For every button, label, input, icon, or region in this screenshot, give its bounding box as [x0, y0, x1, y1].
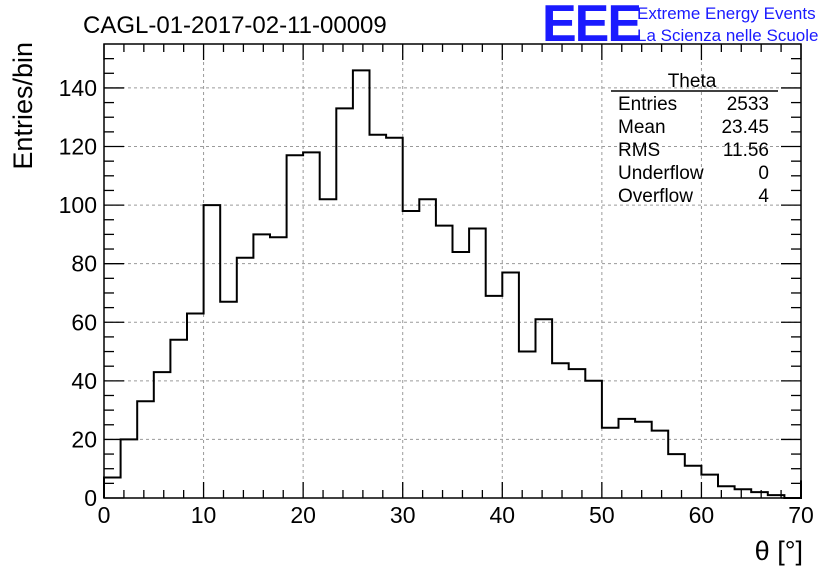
stats-box: Theta Entries 2533 Mean 23.45 RMS 11.56 Underf… [611, 71, 778, 207]
stats-row-value: 23.45 [721, 117, 769, 138]
y-tick-label: 140 [59, 75, 97, 101]
x-tick-label: 40 [489, 502, 515, 528]
eee-logo-line2: La Scienza nelle Scuole [637, 26, 818, 45]
x-tick-label: 0 [98, 502, 111, 528]
x-tick-label: 20 [290, 502, 316, 528]
axis-ticks [103, 44, 802, 499]
stats-row-label: Entries [618, 94, 677, 115]
y-tick-label: 60 [71, 309, 97, 335]
y-tick-label: 20 [71, 426, 97, 452]
chart-title: CAGL-01-2017-02-11-00009 [83, 12, 387, 39]
y-tick-label: 80 [71, 251, 97, 277]
eee-logo-line1: Extreme Energy Events [637, 4, 816, 23]
y-tick-label: 100 [59, 192, 97, 218]
stats-row-value: 0 [758, 163, 769, 184]
stats-row-value: 2533 [727, 94, 769, 115]
x-tick-label: 10 [191, 502, 217, 528]
y-tick-label: 0 [84, 485, 97, 511]
x-tick-labels: 0 10 20 30 40 50 60 70 [98, 502, 814, 528]
eee-logo: EEE Extreme Energy Events La Scienza nel… [542, 0, 818, 53]
y-axis-title: Entries/bin [8, 42, 38, 170]
stats-rows: Entries 2533 Mean 23.45 RMS 11.56 Underflow 0 Ov… [618, 94, 769, 207]
histogram-outline [103, 69, 802, 499]
x-tick-label: 30 [390, 502, 416, 528]
stats-row-label: Underflow [618, 163, 704, 184]
x-tick-label: 70 [788, 502, 814, 528]
grid [104, 44, 801, 498]
stats-row-value: 11.56 [723, 140, 769, 161]
x-axis-title: θ [°] [755, 536, 803, 566]
stats-row-label: Overflow [618, 186, 693, 207]
stats-header: Theta [668, 71, 717, 92]
x-tick-label: 60 [689, 502, 715, 528]
stats-row-value: 4 [758, 186, 769, 207]
plot-frame [103, 43, 802, 499]
y-tick-label: 40 [71, 368, 97, 394]
y-tick-labels: 0 20 40 60 80 100 120 140 [59, 75, 97, 511]
stats-row-label: Mean [618, 117, 666, 138]
eee-logo-mark: EEE [542, 0, 640, 53]
y-tick-label: 120 [59, 134, 97, 160]
x-tick-label: 50 [589, 502, 615, 528]
stats-row-label: RMS [618, 140, 660, 161]
